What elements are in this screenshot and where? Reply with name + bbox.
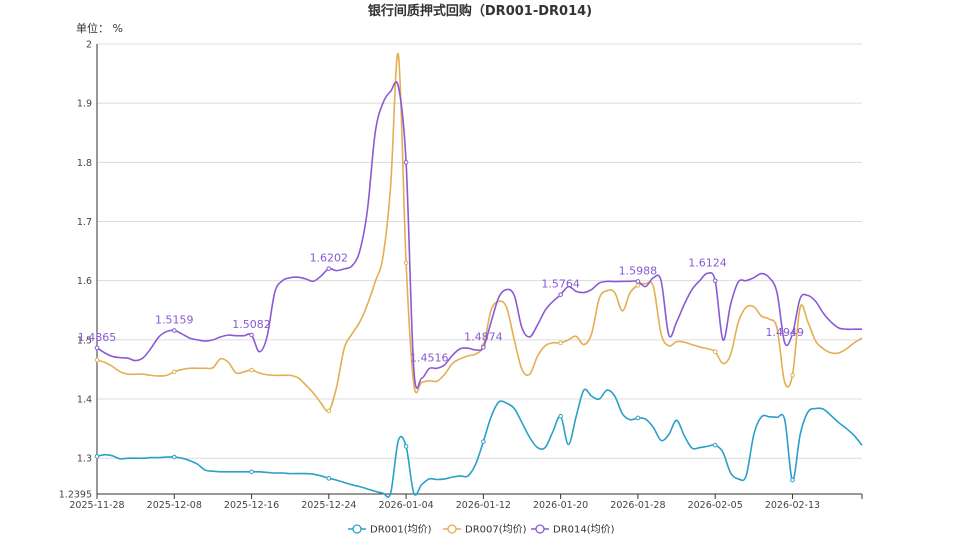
legend-item[interactable]: DR014(均价) — [531, 524, 615, 536]
legend-label: DR001(均价) — [370, 524, 432, 536]
data-point — [790, 477, 795, 483]
unit-label: 单位： % — [76, 21, 123, 35]
data-label: 1.4874 — [464, 330, 503, 343]
y-tick-label: 1.3 — [77, 454, 92, 465]
x-tick-label: 2025-11-28 — [69, 500, 124, 511]
y-tick-label: 1.8 — [77, 158, 92, 169]
data-point — [326, 266, 332, 272]
data-point — [171, 454, 177, 460]
data-point — [403, 160, 409, 165]
data-point — [712, 442, 718, 448]
series-1 — [94, 388, 863, 498]
series-line — [96, 81, 862, 389]
data-point — [94, 345, 100, 351]
data-point — [171, 328, 177, 333]
x-tick-label: 2025-12-24 — [301, 500, 356, 511]
data-label: 1.4865 — [78, 331, 117, 344]
series-2 — [94, 52, 863, 414]
data-point — [249, 367, 254, 373]
data-label: 1.5159 — [155, 313, 194, 326]
data-point — [790, 331, 795, 337]
data-point — [481, 345, 486, 350]
x-tick-label: 2026-01-04 — [378, 500, 433, 511]
data-point — [558, 292, 563, 297]
series-lines — [94, 52, 863, 498]
data-point — [712, 278, 718, 283]
data-point — [558, 413, 563, 419]
data-label: 1.6202 — [310, 252, 349, 265]
chart-title: 银行间质押式回购（DR001-DR014) — [368, 3, 592, 19]
data-point — [326, 408, 332, 414]
data-label: 1.5988 — [619, 264, 658, 277]
legend-label: DR007(均价) — [465, 524, 527, 536]
data-point — [403, 444, 409, 449]
legend-swatch-marker — [352, 524, 362, 534]
data-point — [558, 340, 563, 346]
x-tick-label: 2026-01-20 — [533, 500, 588, 511]
data-point — [790, 373, 795, 378]
x-tick-label: 2025-12-16 — [224, 500, 279, 511]
data-point — [635, 283, 641, 288]
data-label: 1.4516 — [410, 351, 449, 364]
grid — [97, 43, 862, 459]
data-point — [171, 369, 177, 375]
y-tick-label: 1.9 — [77, 99, 92, 110]
y-tick-label: 2 — [86, 40, 92, 51]
data-label: 1.6124 — [688, 256, 727, 269]
legend-item[interactable]: DR007(均价) — [443, 524, 527, 536]
series-line — [96, 388, 863, 498]
x-tick-label: 2025-12-08 — [147, 500, 202, 511]
data-labels: 1.4865 1.5159 1.5082 1.6202 1.4516 1.4874 1.57… — [78, 252, 804, 365]
legend-swatch-marker — [447, 524, 457, 534]
legend-label: DR014(均价) — [553, 524, 615, 536]
y-tick-label: 1.2395 — [59, 490, 92, 501]
x-tick-label: 2026-01-28 — [610, 500, 665, 511]
data-point — [249, 469, 254, 475]
legend[interactable]: DR001(均价) DR007(均价) DR014(均价) — [348, 524, 615, 536]
x-tick-label: 2026-01-12 — [456, 500, 511, 511]
data-point — [403, 260, 409, 266]
series-line — [96, 52, 863, 413]
data-point — [94, 357, 100, 363]
axes: 1.2395 1.3 1.4 1.5 1.6 1.7 1.8 1.9 2 2025-11-28 20… — [59, 40, 863, 511]
legend-item[interactable]: DR001(均价) — [348, 524, 432, 536]
data-label: 1.4949 — [765, 326, 804, 339]
y-tick-label: 1.7 — [77, 217, 92, 228]
x-tick-label: 2026-02-05 — [688, 500, 743, 511]
data-point — [635, 415, 641, 421]
data-point — [94, 454, 100, 459]
data-point — [712, 349, 718, 354]
y-tick-label: 1.4 — [77, 395, 92, 406]
data-label: 1.5764 — [541, 278, 580, 291]
data-point — [326, 476, 332, 481]
series-3 — [94, 81, 862, 389]
y-tick-label: 1.5 — [77, 335, 92, 346]
x-tick-label: 2026-02-13 — [765, 500, 820, 511]
data-label: 1.5082 — [232, 318, 271, 331]
data-point — [635, 279, 641, 284]
data-point — [249, 332, 254, 338]
y-tick-label: 1.6 — [77, 276, 92, 287]
data-point — [481, 439, 486, 444]
legend-swatch-marker — [535, 524, 545, 534]
